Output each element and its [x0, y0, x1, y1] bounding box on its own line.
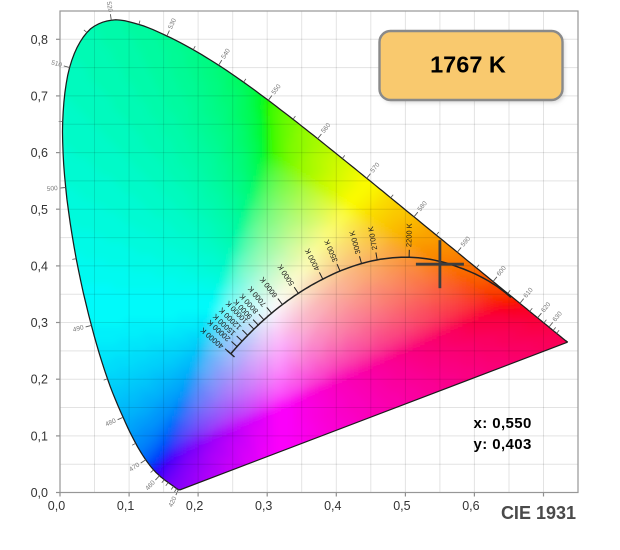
- svg-text:0,1: 0,1: [31, 429, 48, 443]
- svg-text:2200 K: 2200 K: [404, 223, 414, 247]
- svg-text:0,2: 0,2: [186, 499, 203, 513]
- svg-text:0,4: 0,4: [31, 259, 48, 273]
- svg-text:0,4: 0,4: [324, 499, 341, 513]
- svg-text:540: 540: [220, 47, 232, 60]
- svg-text:510: 510: [50, 59, 63, 69]
- svg-text:500: 500: [47, 185, 59, 193]
- svg-text:0,5: 0,5: [393, 499, 410, 513]
- svg-text:0,2: 0,2: [31, 373, 48, 387]
- svg-text:y: 0,403: y: 0,403: [474, 436, 532, 453]
- svg-text:0,5: 0,5: [31, 203, 48, 217]
- svg-text:0,3: 0,3: [31, 316, 48, 330]
- svg-text:480: 480: [104, 417, 117, 428]
- svg-text:CIE 1931: CIE 1931: [501, 503, 576, 523]
- svg-text:0,8: 0,8: [31, 33, 48, 47]
- svg-text:0,6: 0,6: [31, 146, 48, 160]
- svg-text:0,0: 0,0: [48, 499, 65, 513]
- svg-text:0,0: 0,0: [31, 486, 48, 500]
- svg-text:0,1: 0,1: [117, 499, 134, 513]
- svg-text:530: 530: [167, 17, 178, 30]
- svg-text:420: 420: [168, 495, 179, 508]
- svg-text:0,3: 0,3: [255, 499, 272, 513]
- svg-text:0,6: 0,6: [462, 499, 479, 513]
- svg-text:490: 490: [72, 324, 85, 334]
- svg-text:x: 0,550: x: 0,550: [474, 415, 532, 432]
- svg-text:520: 520: [105, 1, 114, 13]
- svg-text:0,7: 0,7: [31, 89, 48, 103]
- svg-text:1767 K: 1767 K: [430, 52, 506, 78]
- svg-text:2700 K: 2700 K: [366, 226, 379, 251]
